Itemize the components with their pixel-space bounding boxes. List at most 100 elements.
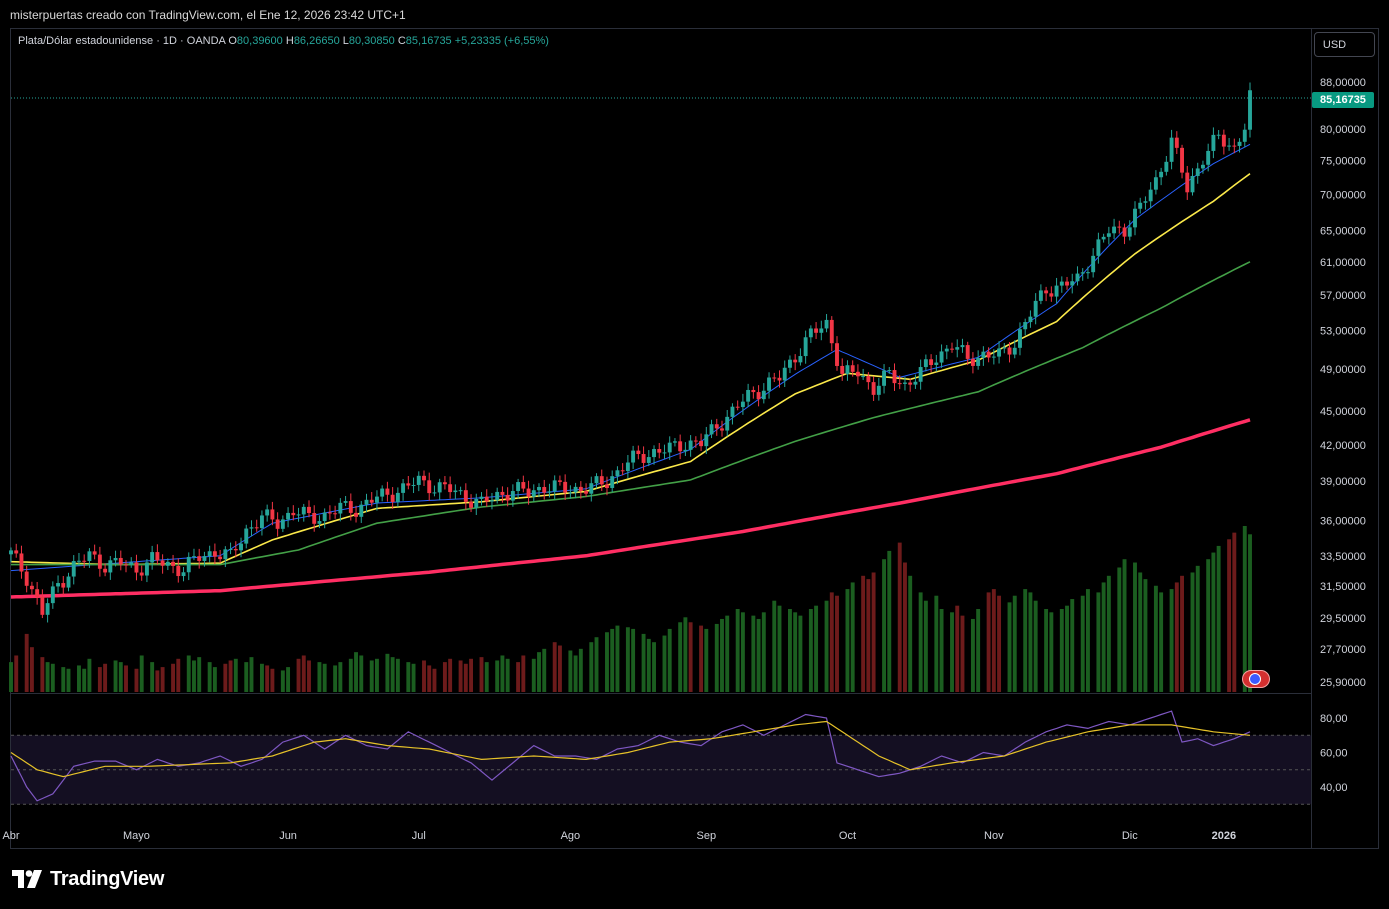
volume-bar [1169, 589, 1174, 692]
volume-bar [997, 595, 1002, 692]
candle-body [364, 499, 369, 505]
tv-logo-icon [12, 870, 42, 888]
volume-bar [270, 668, 275, 692]
volume-bar [798, 615, 803, 692]
candle-body [970, 358, 975, 366]
candle-body [584, 491, 589, 494]
candle-body [1216, 134, 1221, 136]
volume-bar [814, 605, 819, 692]
volume-bar [1007, 602, 1012, 692]
price-axis-label: 45,00000 [1320, 406, 1366, 418]
candle-body [1153, 177, 1158, 190]
volume-bar [1180, 575, 1184, 692]
volume-bar [667, 628, 672, 692]
currency-button[interactable]: USD [1314, 32, 1375, 57]
price-axis-label: 80,00000 [1320, 124, 1366, 136]
pane-separator [11, 693, 1311, 694]
candle-body [965, 345, 970, 359]
price-axis-label: 49,00000 [1320, 364, 1366, 376]
candle-body [1169, 137, 1174, 162]
price-axis-label: 25,90000 [1320, 677, 1366, 689]
candle-body [176, 565, 181, 577]
candle-body [301, 506, 306, 515]
candle-body [892, 370, 897, 384]
candle-body [77, 560, 81, 562]
volume-bar [615, 625, 620, 692]
candle-body [1174, 137, 1179, 148]
candle-body [92, 551, 97, 555]
candle-body [840, 365, 845, 374]
candle-body [317, 521, 322, 524]
candle-body [1138, 202, 1143, 209]
candle-body [202, 556, 207, 561]
volume-bar [960, 615, 965, 692]
candle-body [678, 441, 683, 452]
volume-bar [406, 662, 411, 692]
candle-body [725, 416, 730, 431]
volume-bar [40, 657, 45, 692]
volume-bar [82, 668, 87, 692]
volume-bar [720, 618, 724, 692]
volume-bar [448, 658, 453, 692]
candle-body [1091, 255, 1096, 273]
volume-bar [338, 662, 343, 692]
candle-body [1143, 201, 1148, 203]
candle-body [390, 494, 395, 502]
candle-body [463, 490, 468, 502]
volume-bar [787, 609, 792, 692]
volume-bar [1242, 526, 1247, 692]
candle-body [354, 512, 358, 517]
candle-body [1038, 290, 1043, 301]
candle-body [714, 424, 719, 429]
candle-body [824, 319, 829, 329]
candle-body [233, 548, 238, 551]
candle-body [343, 501, 348, 503]
volume-bar [390, 657, 395, 692]
volume-bar [772, 600, 777, 692]
candle-body [537, 487, 541, 491]
volume-bar [976, 609, 981, 692]
candle-body [139, 572, 144, 576]
candle-body [1200, 164, 1205, 169]
candle-body [181, 572, 186, 577]
candle-body [829, 319, 834, 344]
candle-body [683, 449, 688, 452]
volume-bar [463, 663, 468, 692]
volume-bar [160, 667, 165, 692]
volume-bar [1195, 565, 1200, 692]
price-axis-label: 39,00000 [1320, 476, 1366, 488]
candle-body [265, 509, 270, 516]
volume-bar [333, 665, 338, 692]
candle-body [171, 561, 176, 566]
volume-bar [678, 622, 683, 692]
volume-bar [1085, 589, 1090, 692]
volume-bar [887, 550, 892, 692]
candle-body [699, 440, 704, 447]
candle-body [767, 377, 771, 391]
candle-body [374, 496, 379, 503]
volume-bar [683, 617, 688, 692]
price-axis-label: 36,00000 [1320, 515, 1366, 527]
volume-bar [500, 655, 505, 692]
candle-body [636, 450, 641, 455]
candle-body [1227, 145, 1232, 147]
us-flag-icon[interactable] [1242, 670, 1270, 688]
time-axis-label: Jun [279, 830, 297, 842]
candle-body [327, 512, 332, 514]
price-axis-label: 65,00000 [1320, 226, 1366, 238]
candle-body [740, 401, 745, 408]
candle-body [40, 596, 45, 615]
volume-bar [1190, 572, 1195, 692]
candle-body [338, 502, 343, 514]
volume-bar [124, 665, 128, 692]
candle-body [50, 586, 55, 604]
volume-bar [395, 658, 400, 692]
tradingview-logo[interactable]: TradingView [12, 867, 164, 891]
candle-body [505, 494, 510, 501]
candle-body [155, 552, 160, 561]
candle-body [808, 328, 813, 338]
volume-bar [845, 589, 850, 692]
candle-body [547, 491, 552, 493]
candle-body [735, 406, 740, 408]
